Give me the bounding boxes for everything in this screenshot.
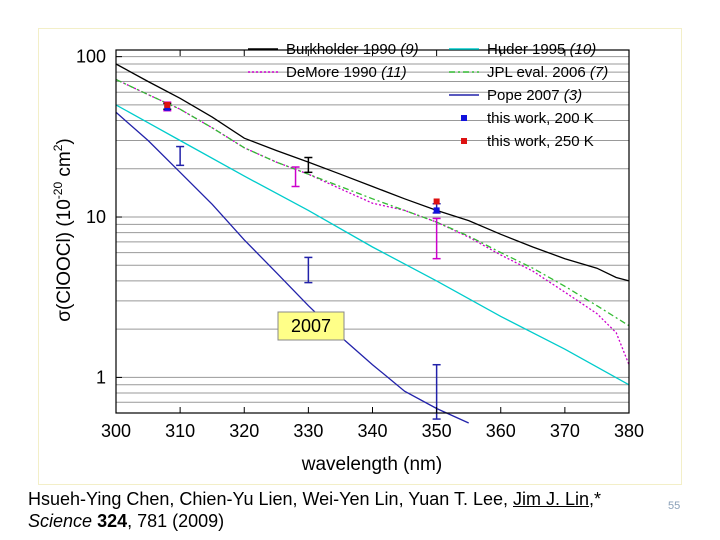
y-label-sup-2: 2 — [51, 144, 65, 151]
journal-volume: 324 — [97, 511, 128, 531]
page-number: 55 — [668, 500, 681, 512]
legend-item-1: Huder 1995 (10) — [449, 41, 596, 58]
journal-pages-year: , 781 (2009) — [127, 511, 225, 531]
marker-1-1 — [433, 198, 440, 205]
legend-label: this work, 250 K — [487, 133, 594, 150]
series-layer — [115, 63, 630, 424]
legend-label: this work, 200 K — [487, 110, 594, 127]
citation-authors: Hsueh-Ying Chen, Chien-Yu Lien, Wei-Yen … — [28, 488, 708, 510]
journal-name: Science — [28, 511, 93, 531]
legend-item-0: Burkholder 1990 (9) — [248, 41, 419, 58]
chart: 300 310 320 330 340 350 360 370 380 1 10 100 Burkho… — [51, 41, 644, 475]
citation-journal: Science 324, 781 (2009) — [28, 510, 708, 532]
series-line-1 — [115, 104, 630, 386]
annotation-box: 2007 — [277, 311, 345, 341]
legend-item-2: DeMore 1990 (11) — [248, 64, 407, 81]
y-tick-label-2: 100 — [76, 47, 106, 67]
x-tick-label-8: 380 — [614, 421, 644, 441]
x-tick-label-7: 370 — [550, 421, 580, 441]
authors-underlined: Jim J. Lin — [513, 489, 590, 509]
marker-1-0 — [164, 101, 171, 108]
y-label-sup-1: -20 — [51, 182, 65, 200]
markers — [164, 101, 440, 214]
legend-item-3: JPL eval. 2006 (7) — [449, 64, 608, 81]
x-tick-label-4: 340 — [357, 421, 387, 441]
legend-label: Huder 1995 (10) — [487, 41, 596, 58]
error-bar-5 — [304, 256, 313, 284]
legend-label: Pope 2007 (3) — [487, 87, 582, 104]
legend-label: JPL eval. 2006 (7) — [487, 64, 608, 81]
x-tick-label-5: 350 — [422, 421, 452, 441]
x-tick-label-0: 300 — [101, 421, 131, 441]
authors-plain: Hsueh-Ying Chen, Chien-Yu Lien, Wei-Yen … — [28, 489, 513, 509]
error-bar-4 — [304, 156, 313, 174]
y-label-part-2: cm — [54, 151, 75, 182]
legend-item-4: Pope 2007 (3) — [449, 87, 582, 104]
y-tick-label-1: 10 — [86, 207, 106, 227]
x-tick-label-6: 360 — [486, 421, 516, 441]
x-tick-label-2: 320 — [229, 421, 259, 441]
y-label-part-3: ) — [54, 138, 75, 144]
authors-suffix: ,* — [589, 489, 602, 509]
series-line-0 — [115, 63, 630, 282]
series-line-4 — [115, 111, 469, 424]
x-tick-label-1: 310 — [165, 421, 195, 441]
legend-label: DeMore 1990 (11) — [286, 64, 407, 81]
legend: Burkholder 1990 (9) Huder 1995 (10) DeMore… — [248, 41, 608, 150]
series-line-3 — [115, 78, 630, 327]
error-bar-3 — [291, 166, 300, 188]
y-tick-label-0: 1 — [96, 367, 106, 387]
error-bar-2 — [176, 145, 185, 167]
error-bar-6 — [432, 217, 441, 260]
ticks: 300 310 320 330 340 350 360 370 380 1 10 100 — [76, 47, 644, 441]
legend-marker — [461, 115, 467, 121]
grid — [116, 56, 629, 414]
marker-0-1 — [433, 207, 440, 214]
legend-label: Burkholder 1990 (9) — [286, 41, 419, 58]
x-tick-label-3: 330 — [293, 421, 323, 441]
annotation-text: 2007 — [291, 316, 331, 336]
y-axis-label: σ(ClOOCl) (10-20 cm2) — [51, 138, 75, 322]
x-axis-label: wavelength (nm) — [301, 454, 442, 475]
legend-marker — [461, 138, 467, 144]
citation: Hsueh-Ying Chen, Chien-Yu Lien, Wei-Yen … — [28, 488, 708, 532]
y-label-part-1: σ(ClOOCl) (10 — [54, 199, 75, 322]
slide-frame — [38, 28, 682, 485]
legend-item-5: this work, 200 K — [461, 110, 594, 127]
legend-item-6: this work, 250 K — [461, 133, 594, 150]
